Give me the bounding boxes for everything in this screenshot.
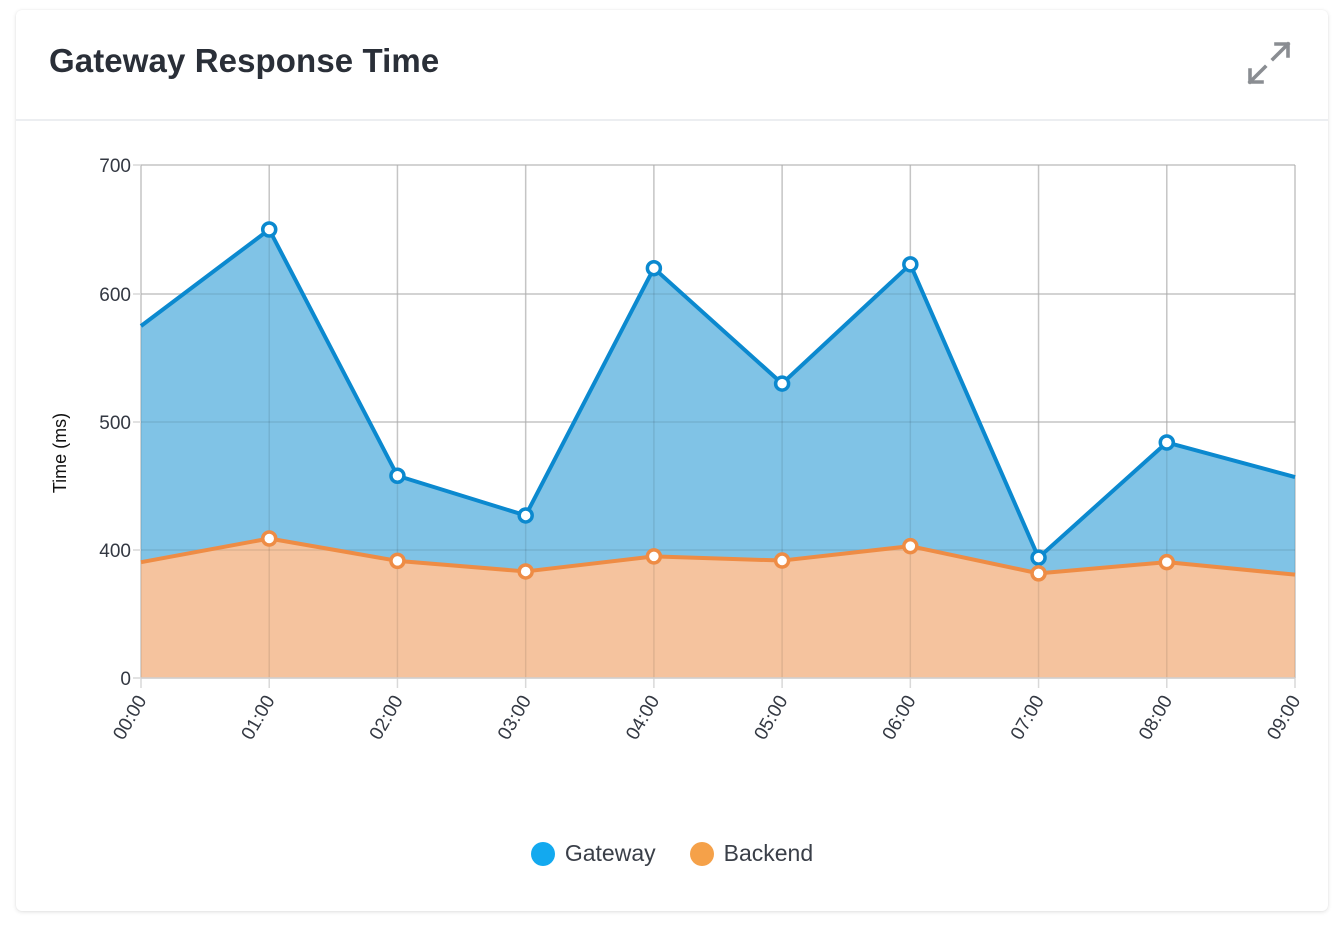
legend-item-gateway[interactable]: Gateway	[530, 840, 656, 867]
legend: Gateway Backend	[0, 840, 1344, 867]
x-tick-label: 06:00	[879, 692, 921, 744]
x-tick-label: 05:00	[750, 692, 792, 744]
point-backend[interactable]	[902, 537, 919, 555]
point-backend[interactable]	[1030, 565, 1047, 582]
point-backend[interactable]	[389, 552, 406, 570]
page-title: Gateway Response Time	[49, 42, 440, 79]
point-gateway[interactable]	[1030, 549, 1047, 566]
x-tick-label: 09:00	[1263, 692, 1305, 744]
x-tick-label: 01:00	[238, 692, 280, 744]
x-tick-label: 03:00	[494, 692, 536, 744]
area-backend	[141, 538, 1295, 678]
y-tick-label: 700	[99, 156, 131, 177]
area-chart: 0 400 500 600 700 00:00 01:00 02:00 03:00 04:00 05…	[50, 156, 1305, 744]
expand-button[interactable]	[1244, 38, 1294, 88]
point-gateway[interactable]	[645, 259, 663, 277]
legend-swatch-gateway	[530, 841, 555, 866]
point-gateway[interactable]	[517, 507, 534, 524]
y-axis-label: Time (ms)	[50, 413, 70, 493]
series-lines	[139, 227, 1296, 577]
x-tick-label: 04:00	[622, 692, 664, 744]
point-backend[interactable]	[260, 530, 278, 547]
legend-item-backend[interactable]: Backend	[689, 840, 814, 867]
legend-label-gateway: Gateway	[564, 840, 656, 866]
y-tick-label: 500	[99, 413, 131, 434]
expand-icon	[1247, 41, 1291, 85]
card-header: Gateway Response Time	[16, 10, 1328, 121]
legend-label-backend: Backend	[723, 840, 814, 866]
x-tick-label: 00:00	[109, 692, 151, 744]
point-backend[interactable]	[1158, 553, 1176, 571]
legend-swatch-backend	[689, 841, 714, 866]
x-tick-label: 07:00	[1007, 692, 1049, 744]
data-points	[260, 221, 1176, 582]
line-backend	[140, 536, 1296, 577]
y-tick-label: 600	[99, 285, 131, 306]
x-tick-label: 02:00	[366, 692, 408, 744]
line-gateway	[139, 227, 1296, 560]
y-tick-label: 0	[120, 669, 131, 690]
areas	[140, 164, 1296, 678]
point-backend[interactable]	[773, 552, 791, 569]
point-gateway[interactable]	[389, 467, 406, 485]
point-backend[interactable]	[645, 548, 663, 565]
point-gateway[interactable]	[1158, 434, 1176, 451]
point-gateway[interactable]	[260, 221, 278, 238]
y-tick-label: 400	[99, 541, 131, 562]
point-gateway[interactable]	[902, 256, 919, 273]
point-gateway[interactable]	[773, 375, 791, 392]
point-backend[interactable]	[517, 563, 534, 580]
x-tick-label: 08:00	[1135, 692, 1177, 744]
